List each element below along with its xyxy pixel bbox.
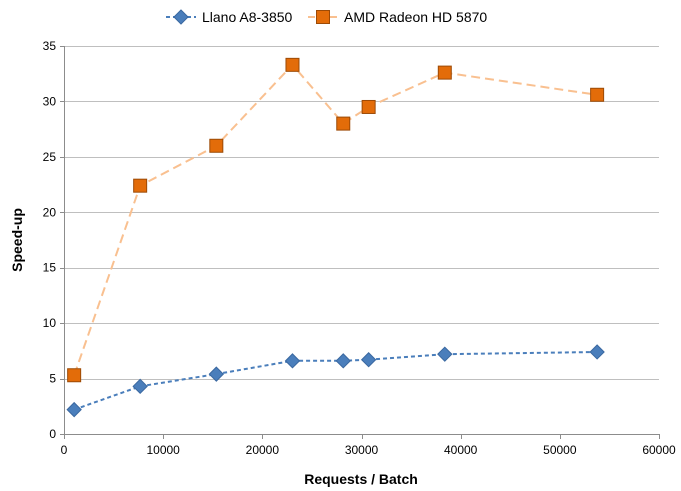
data-point-diamond — [437, 346, 453, 362]
legend-label: Llano A8-3850 — [202, 9, 293, 25]
data-point-diamond — [66, 401, 82, 418]
data-point-square — [336, 116, 351, 131]
x-tick-label: 10000 — [146, 443, 180, 457]
data-point-diamond — [589, 344, 605, 360]
data-point-diamond — [208, 366, 225, 382]
x-axis-title: Requests / Batch — [304, 471, 418, 487]
data-point-diamond — [335, 353, 351, 369]
x-tick-label: 40000 — [444, 443, 478, 457]
data-point-square — [361, 99, 376, 114]
x-tick-label: 20000 — [246, 443, 280, 457]
series-layer — [66, 57, 605, 418]
series-line — [73, 63, 598, 376]
y-tick-label: 15 — [43, 261, 57, 275]
y-tick-label: 25 — [43, 150, 57, 164]
grid-lines — [64, 46, 659, 380]
data-point-square — [285, 57, 300, 72]
y-tick-label: 35 — [43, 39, 57, 53]
data-point-diamond — [284, 353, 301, 369]
legend-square-marker — [316, 10, 330, 24]
series-line — [73, 351, 598, 411]
x-tick-label: 0 — [61, 443, 68, 457]
x-tick-label: 50000 — [543, 443, 577, 457]
series-1 — [66, 344, 605, 418]
legend-diamond-marker — [173, 9, 189, 25]
y-tick-label: 10 — [43, 316, 57, 330]
x-tick-label: 30000 — [345, 443, 379, 457]
y-tick-label: 30 — [43, 94, 57, 108]
y-tick-labels: 0 5 10 15 20 25 30 35 — [43, 39, 57, 441]
legend: Llano A8-3850 AMD Radeon HD 5870 — [166, 9, 487, 25]
legend-item-1: Llano A8-3850 — [166, 9, 293, 25]
x-tick-labels: 0 10000 20000 30000 40000 50000 60000 — [61, 443, 676, 457]
data-point-square — [590, 87, 605, 102]
y-axis-title: Speed-up — [9, 208, 25, 272]
y-tick-label: 20 — [43, 205, 57, 219]
data-point-diamond — [132, 378, 148, 395]
legend-label: AMD Radeon HD 5870 — [344, 9, 487, 25]
data-point-square — [437, 65, 452, 80]
x-tick-label: 60000 — [642, 443, 676, 457]
legend-item-2: AMD Radeon HD 5870 — [308, 9, 487, 25]
series-2 — [67, 57, 605, 383]
axes — [60, 46, 660, 439]
data-point-square — [133, 178, 148, 193]
y-tick-label: 5 — [49, 372, 56, 386]
data-point-square — [209, 138, 224, 153]
data-point-diamond — [360, 352, 377, 368]
y-tick-label: 0 — [49, 427, 56, 441]
data-point-square — [67, 368, 82, 383]
